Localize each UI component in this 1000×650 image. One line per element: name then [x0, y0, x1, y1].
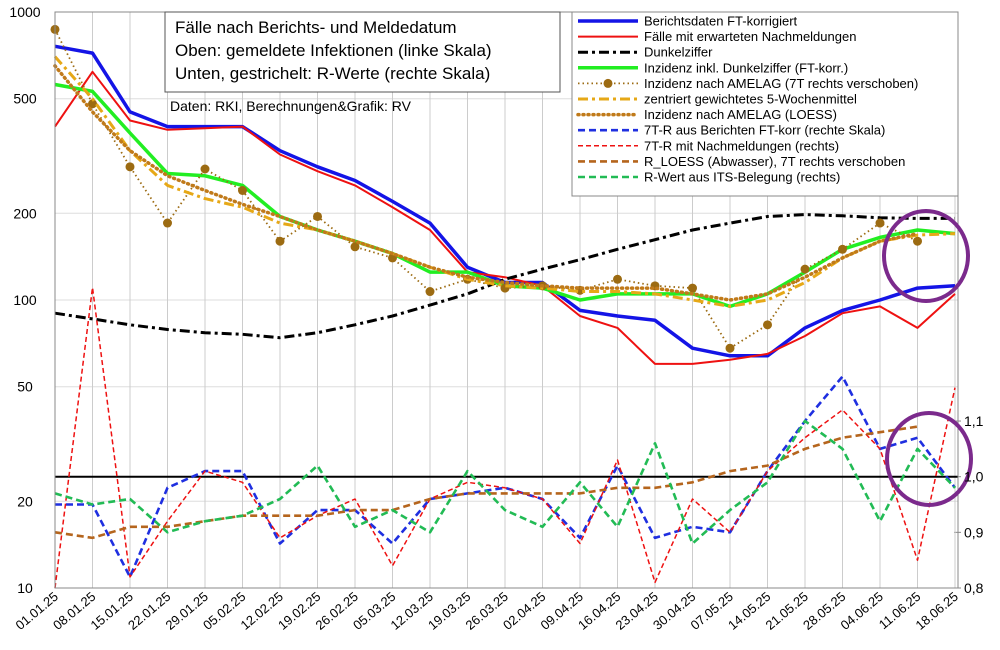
- series-marker: [838, 244, 847, 254]
- series-line: [54, 28, 918, 350]
- series-marker: [913, 236, 922, 246]
- legend-label: Berichtsdaten FT-korrigiert: [644, 14, 798, 29]
- series-marker: [88, 99, 97, 109]
- y-tick-label: 20: [17, 493, 33, 509]
- series-marker: [350, 242, 360, 252]
- legend-label: Inzidenz inkl. Dunkelziffer (FT-korr.): [644, 60, 848, 75]
- y-tick-label: 500: [13, 91, 37, 107]
- y-tick-label: 1000: [9, 4, 40, 20]
- legend-label: 7T-R mit Nachmeldungen (rechts): [644, 138, 839, 153]
- y2-tick-label: 0,8: [964, 580, 984, 596]
- title-box: [164, 11, 561, 93]
- series-marker: [763, 320, 772, 330]
- series-line: [54, 213, 955, 340]
- y2-tick-label: 1,0: [964, 469, 984, 485]
- series-line: [53, 55, 956, 308]
- legend-label: Inzidenz nach AMELAG (LOESS): [644, 107, 837, 122]
- series-marker: [688, 283, 697, 293]
- y-tick-label: 50: [17, 379, 33, 395]
- title-line: Unten, gestrichelt: R-Werte (rechte Skal…: [175, 64, 490, 83]
- series-marker: [725, 343, 735, 353]
- legend-label: R_LOESS (Abwasser), 7T rechts verschoben: [644, 154, 905, 169]
- y-tick-label: 100: [13, 292, 37, 308]
- series-line: [54, 44, 956, 358]
- legend-label: Dunkelziffer: [644, 45, 713, 60]
- legend-marker: [603, 78, 613, 88]
- grid: [54, 11, 961, 589]
- title-line: Oben: gemeldete Infektionen (linke Skala…: [175, 41, 492, 60]
- series-marker: [613, 274, 622, 284]
- series-marker: [238, 185, 247, 195]
- highlight-circle: [885, 411, 973, 507]
- series-marker: [425, 287, 435, 297]
- y-tick-label: 10: [17, 580, 33, 596]
- highlight-circle: [882, 209, 970, 303]
- series-line: [54, 70, 956, 365]
- y2-tick-label: 0,9: [964, 524, 984, 540]
- series-marker: [200, 164, 210, 174]
- series-marker: [875, 218, 885, 228]
- legend-label: 7T-R aus Berichten FT-korr (rechte Skala…: [644, 123, 885, 138]
- title-line: Fälle nach Berichts- und Meldedatum: [175, 18, 457, 37]
- series-marker: [275, 236, 285, 246]
- series-marker: [313, 211, 322, 221]
- series-line: [54, 286, 956, 589]
- legend-label: zentriert gewichtetes 5-Wochenmittel: [644, 92, 857, 107]
- legend-box: [571, 11, 959, 197]
- y2-tick-label: 1,1: [964, 413, 984, 429]
- series-marker: [163, 218, 172, 228]
- legend-label: Inzidenz nach AMELAG (7T rechts verschob…: [644, 76, 918, 91]
- series-line: [54, 419, 956, 545]
- plot: [50, 24, 958, 589]
- series-marker: [125, 162, 135, 172]
- legend-label: Fälle mit erwarteten Nachmeldungen: [644, 29, 856, 44]
- legend-label: R-Wert aus ITS-Belegung (rechts): [644, 170, 840, 185]
- y-tick-label: 200: [13, 205, 37, 221]
- series-line: [53, 64, 920, 302]
- annotation: Daten: RKI, Berechnungen&Grafik: RV: [170, 98, 412, 114]
- series-marker: [800, 264, 810, 274]
